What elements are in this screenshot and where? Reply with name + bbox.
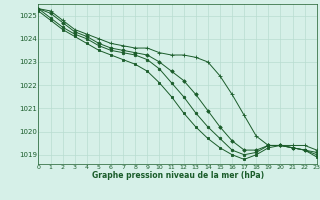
X-axis label: Graphe pression niveau de la mer (hPa): Graphe pression niveau de la mer (hPa) <box>92 171 264 180</box>
